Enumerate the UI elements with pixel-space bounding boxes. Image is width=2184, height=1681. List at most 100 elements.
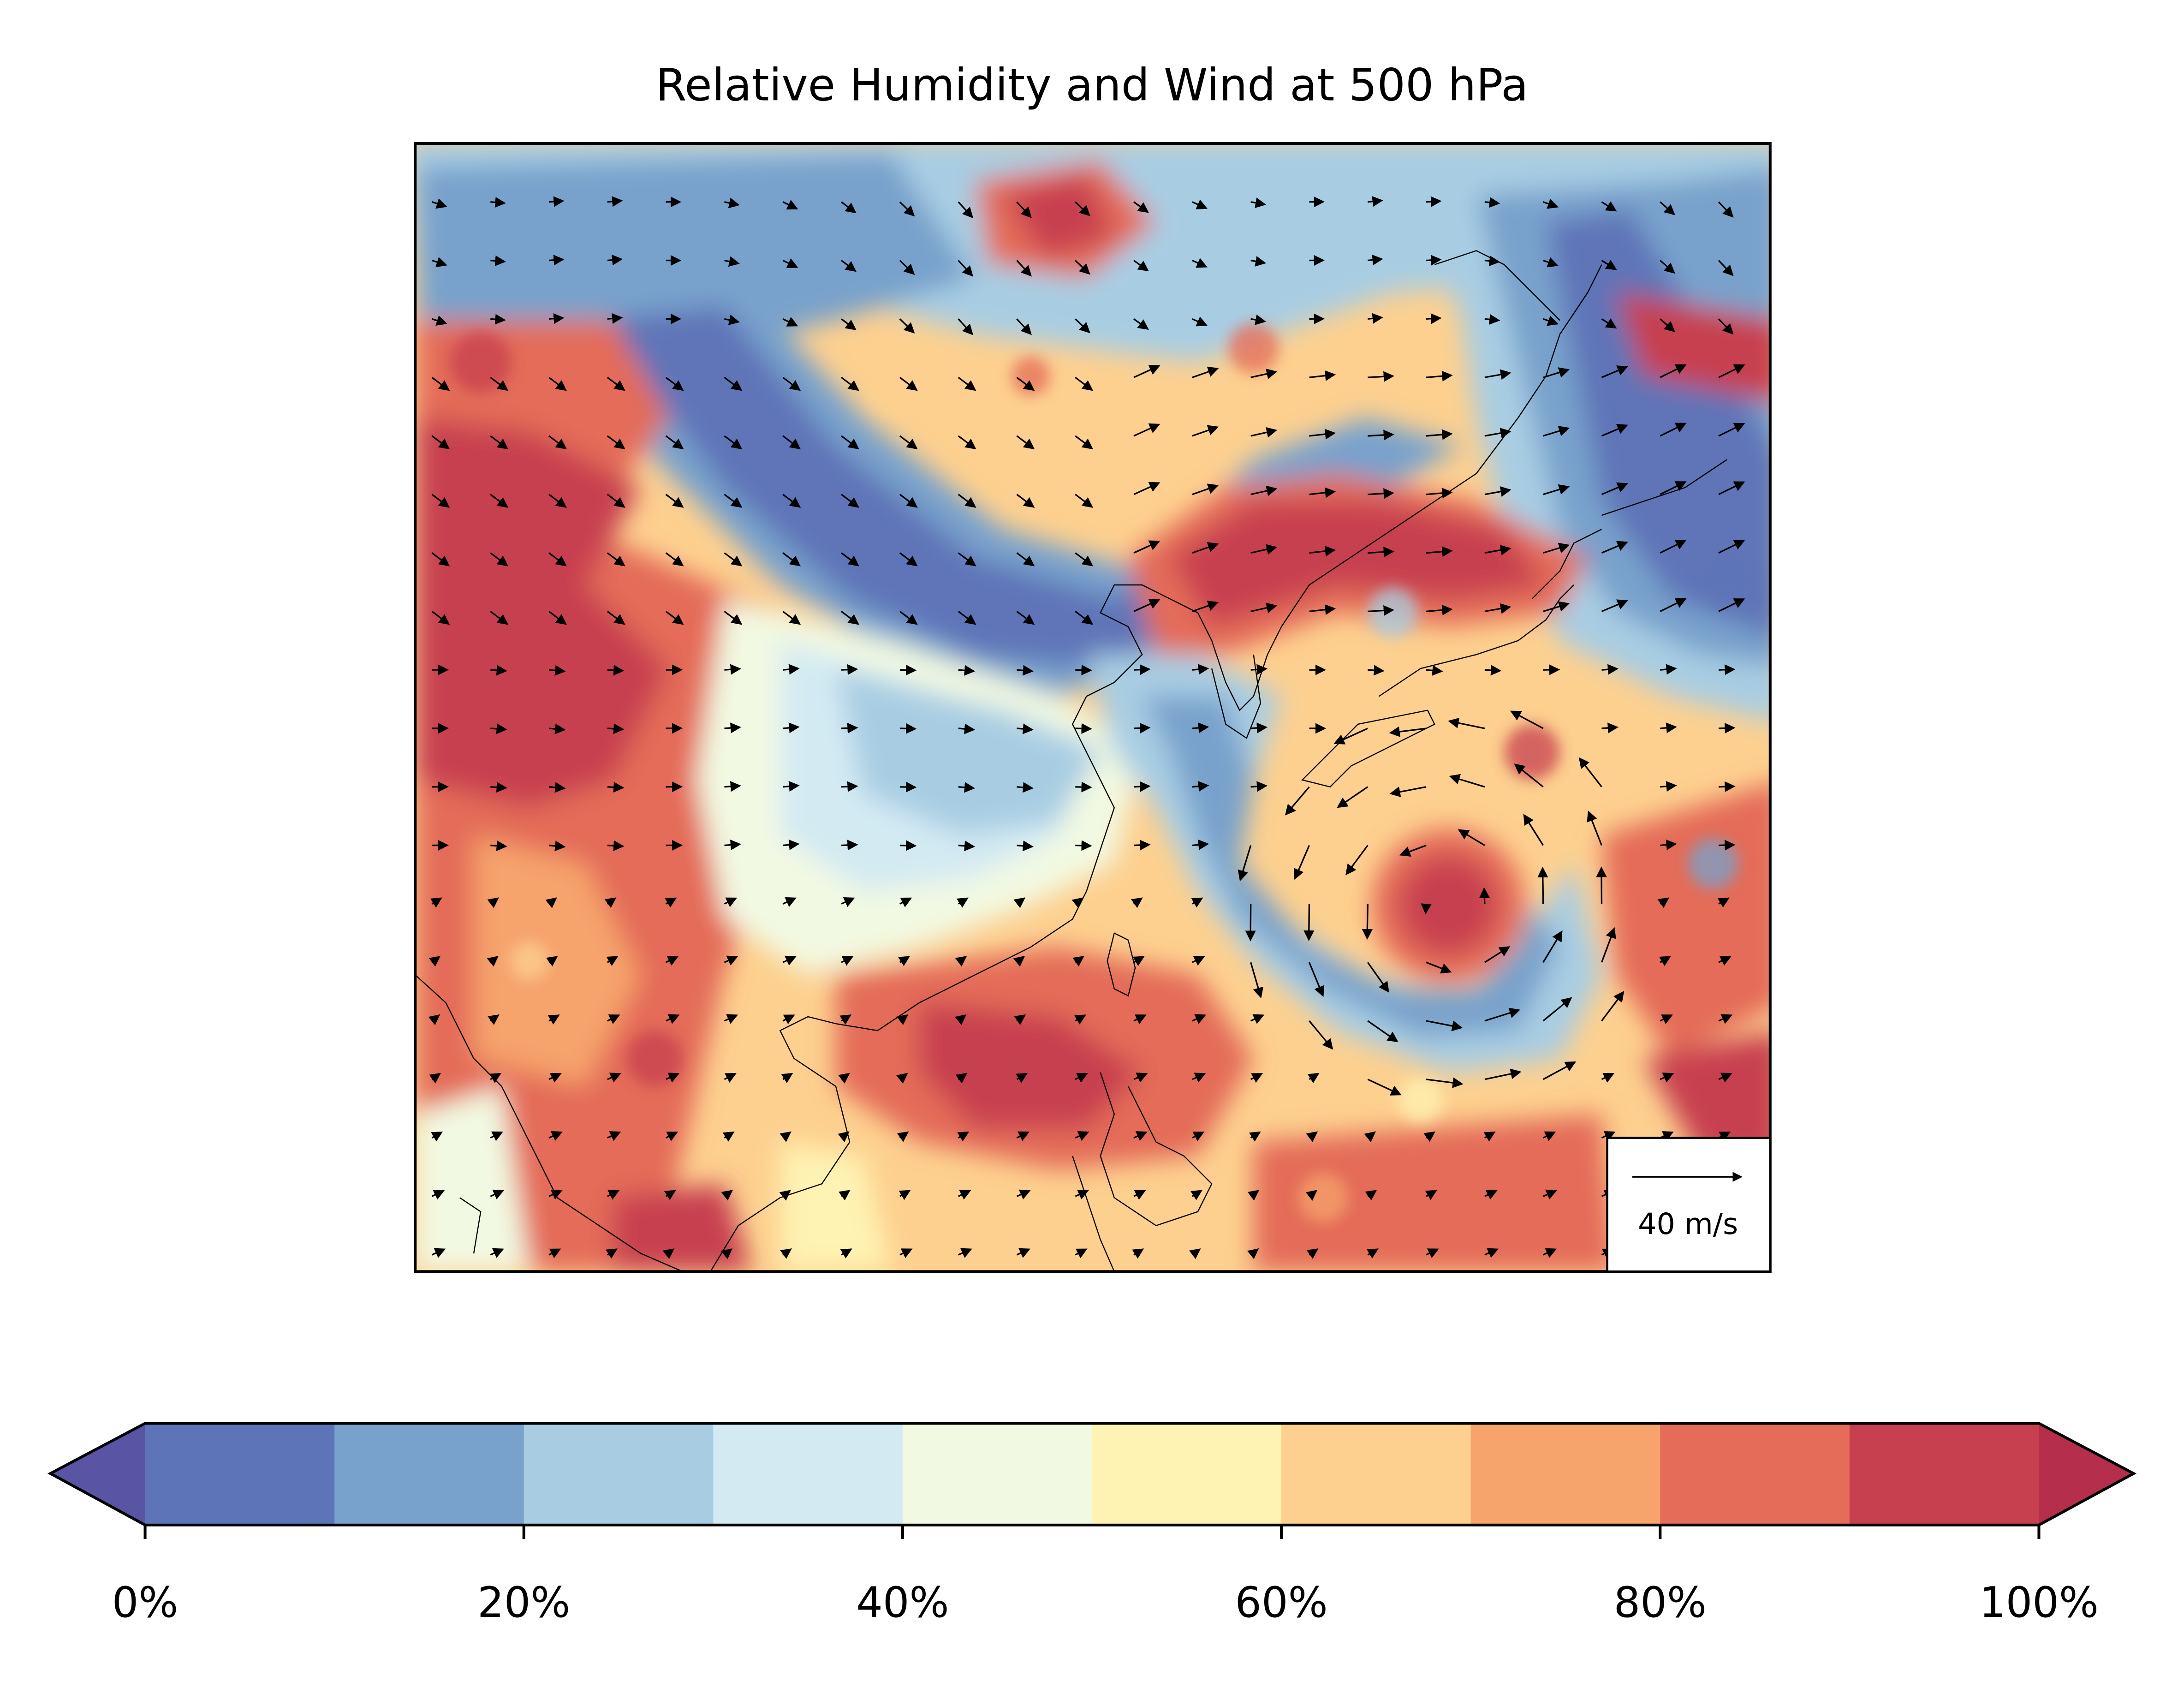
wind-arrow bbox=[724, 552, 743, 566]
colorbar-bin bbox=[1470, 1423, 1661, 1525]
wind-arrow bbox=[899, 376, 918, 391]
wind-arrow bbox=[782, 376, 801, 391]
wind-arrow bbox=[665, 956, 679, 966]
wind-arrow bbox=[958, 665, 976, 676]
wind-arrow bbox=[1484, 1007, 1521, 1022]
wind-arrow bbox=[1192, 199, 1208, 209]
wind-arrow bbox=[1016, 318, 1032, 335]
wind-arrow bbox=[1013, 956, 1025, 967]
wind-arrow bbox=[724, 781, 741, 792]
wind-arrow bbox=[1250, 197, 1267, 209]
wind-arrow bbox=[1133, 260, 1149, 272]
wind-arrow bbox=[1190, 1190, 1203, 1200]
wind-arrow bbox=[838, 1073, 850, 1084]
wind-arrow bbox=[1192, 722, 1209, 733]
wind-arrow bbox=[490, 782, 507, 793]
wind-arrow bbox=[665, 376, 684, 391]
wind-arrow bbox=[607, 781, 625, 793]
wind-arrow bbox=[783, 664, 800, 675]
wind-arrow bbox=[1075, 201, 1090, 216]
wind-arrow bbox=[958, 611, 976, 625]
wind-arrow bbox=[1426, 604, 1453, 616]
wind-arrow bbox=[1075, 1131, 1089, 1141]
wind-arrow bbox=[781, 1073, 793, 1084]
colorbar-bin bbox=[713, 1423, 904, 1525]
wind-arrow bbox=[1133, 318, 1149, 330]
wind-arrow bbox=[1718, 540, 1745, 554]
wind-arrow bbox=[1601, 201, 1617, 212]
wind-arrow bbox=[607, 611, 625, 625]
wind-arrow bbox=[896, 1014, 909, 1025]
wind-arrow bbox=[958, 318, 974, 335]
wind-arrow bbox=[1578, 757, 1602, 787]
wind-arrow bbox=[1250, 664, 1268, 675]
wind-arrow bbox=[1426, 313, 1442, 324]
wind-arrow bbox=[1247, 1248, 1259, 1259]
wind-arrow bbox=[780, 1131, 791, 1142]
wind-arrow bbox=[1368, 605, 1394, 616]
wind-arrow bbox=[548, 313, 565, 324]
wind-arrow bbox=[665, 1131, 678, 1141]
wind-arrow bbox=[839, 1014, 852, 1025]
wind-arrow bbox=[1365, 1190, 1377, 1201]
wind-arrow bbox=[958, 840, 976, 852]
wind-arrow bbox=[899, 318, 915, 334]
wind-arrow bbox=[607, 1073, 621, 1083]
wind-arrow bbox=[1075, 1189, 1089, 1200]
wind-arrow bbox=[1131, 897, 1143, 908]
wind-arrow bbox=[1484, 665, 1502, 676]
colorbar-bin bbox=[1660, 1423, 1851, 1525]
wind-arrow bbox=[1660, 201, 1675, 215]
wind-arrow bbox=[607, 435, 625, 450]
quiver-key-label: 40 m/s bbox=[1638, 1207, 1738, 1241]
wind-arrow bbox=[841, 664, 858, 675]
wind-arrow bbox=[1192, 781, 1209, 792]
wind-arrow bbox=[1133, 781, 1151, 792]
wind-arrow bbox=[1133, 1131, 1148, 1141]
wind-arrow bbox=[1660, 598, 1687, 612]
wind-arrow bbox=[1368, 254, 1383, 266]
wind-arrow bbox=[1250, 1073, 1263, 1083]
wind-arrow bbox=[607, 552, 625, 566]
wind-arrow bbox=[431, 198, 447, 209]
wind-arrow bbox=[1238, 845, 1252, 882]
wind-arrow bbox=[1016, 1073, 1028, 1083]
wind-arrow bbox=[782, 494, 801, 508]
wind-arrow bbox=[1016, 552, 1035, 566]
wind-arrow bbox=[1014, 1014, 1026, 1025]
wind-arrow bbox=[841, 897, 855, 907]
colorbar-tick-label: 0% bbox=[112, 1579, 179, 1627]
wind-arrow bbox=[1133, 482, 1160, 495]
wind-arrow bbox=[1075, 494, 1094, 508]
wind-arrow bbox=[782, 316, 798, 327]
wind-arrow bbox=[783, 781, 800, 792]
wind-arrow bbox=[1537, 866, 1548, 904]
wind-arrow bbox=[490, 665, 507, 676]
wind-arrow bbox=[1075, 1073, 1089, 1083]
wind-arrow bbox=[490, 1189, 505, 1200]
wind-arrow bbox=[958, 201, 974, 219]
wind-arrow bbox=[1660, 722, 1677, 733]
wind-arrow bbox=[1132, 956, 1145, 966]
wind-arrow bbox=[665, 1073, 680, 1083]
wind-arrow bbox=[1013, 897, 1026, 908]
wind-arrow bbox=[1596, 866, 1607, 904]
wind-arrow bbox=[607, 313, 623, 324]
wind-arrow bbox=[1601, 991, 1625, 1021]
wind-arrow bbox=[1542, 1061, 1577, 1080]
wind-arrow bbox=[607, 723, 625, 734]
wind-arrow bbox=[548, 1189, 563, 1200]
wind-arrow bbox=[1192, 483, 1219, 495]
wind-arrow bbox=[490, 197, 506, 208]
wind-arrow bbox=[604, 897, 617, 908]
wind-arrow bbox=[1016, 1189, 1031, 1200]
wind-arrow bbox=[841, 552, 859, 566]
wind-arrow bbox=[724, 315, 740, 325]
wind-arrow bbox=[1192, 366, 1219, 378]
wind-arrow bbox=[1192, 1073, 1206, 1083]
wind-arrow bbox=[665, 552, 684, 566]
wind-arrow bbox=[782, 611, 801, 625]
wind-arrow bbox=[958, 552, 976, 566]
wind-arrow bbox=[1309, 487, 1336, 498]
wind-arrow bbox=[841, 376, 859, 391]
